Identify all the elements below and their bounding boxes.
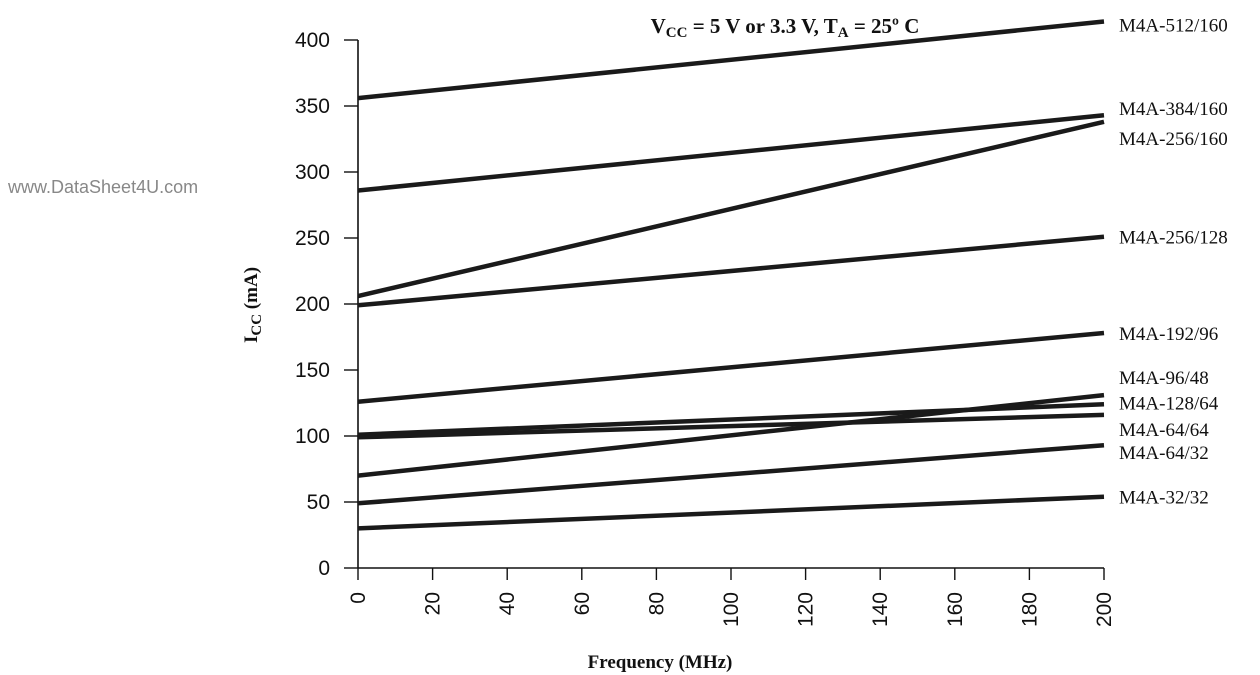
series-label: M4A-96/48 bbox=[1119, 368, 1209, 389]
series-label: M4A-384/160 bbox=[1119, 99, 1228, 120]
series-line bbox=[357, 119, 1105, 299]
y-tick-label: 50 bbox=[307, 491, 330, 514]
series-line bbox=[357, 494, 1105, 531]
y-tick-label: 0 bbox=[318, 557, 330, 580]
chart-title: VCC = 5 V or 3.3 V, TA = 25º C bbox=[651, 14, 920, 41]
series-label: M4A-256/160 bbox=[1119, 129, 1228, 150]
x-tick-label: 100 bbox=[720, 592, 743, 627]
x-tick-label: 120 bbox=[795, 592, 818, 627]
series-line bbox=[357, 112, 1105, 193]
series-label: M4A-256/128 bbox=[1119, 228, 1228, 249]
y-tick-label: 250 bbox=[295, 227, 330, 250]
x-tick-label: 140 bbox=[869, 592, 892, 627]
series-label: M4A-512/160 bbox=[1119, 16, 1228, 37]
series-label: M4A-192/96 bbox=[1119, 324, 1218, 345]
series-label: M4A-64/64 bbox=[1119, 420, 1209, 441]
series-line bbox=[357, 19, 1105, 101]
x-tick-label: 0 bbox=[347, 592, 370, 604]
y-tick-label: 150 bbox=[295, 359, 330, 382]
x-tick-label: 200 bbox=[1093, 592, 1116, 627]
y-tick-label: 100 bbox=[295, 425, 330, 448]
series-labels: M4A-512/160 M4A-384/160 M4A-256/160 M4A-256… bbox=[1119, 16, 1228, 509]
y-tick-label: 200 bbox=[295, 293, 330, 316]
axes: 0 50 100 150 200 250 300 350 400 0 20 40 60 80 100 120 1… bbox=[295, 29, 1116, 627]
watermark: www.DataSheet4U.com bbox=[7, 177, 198, 197]
series-label: M4A-128/64 bbox=[1119, 393, 1219, 414]
x-axis-title: Frequency (MHz) bbox=[588, 652, 733, 673]
x-tick-label: 40 bbox=[496, 592, 519, 615]
y-axis-title: ICC (mA) bbox=[241, 267, 265, 343]
x-tick-label: 60 bbox=[571, 592, 594, 615]
y-tick-label: 350 bbox=[295, 95, 330, 118]
series-line bbox=[357, 402, 1105, 437]
series-line bbox=[357, 330, 1105, 404]
x-tick-label: 160 bbox=[944, 592, 967, 627]
series-label: M4A-32/32 bbox=[1119, 488, 1209, 509]
y-tick-label: 300 bbox=[295, 161, 330, 184]
y-tick-label: 400 bbox=[295, 29, 330, 52]
series-label: M4A-64/32 bbox=[1119, 443, 1209, 464]
series-line bbox=[357, 412, 1105, 440]
series-lines bbox=[357, 19, 1105, 531]
series-line bbox=[357, 442, 1105, 506]
x-tick-label: 80 bbox=[645, 592, 668, 615]
x-tick-label: 180 bbox=[1018, 592, 1041, 627]
x-tick-label: 20 bbox=[422, 592, 445, 615]
series-line bbox=[357, 234, 1105, 308]
